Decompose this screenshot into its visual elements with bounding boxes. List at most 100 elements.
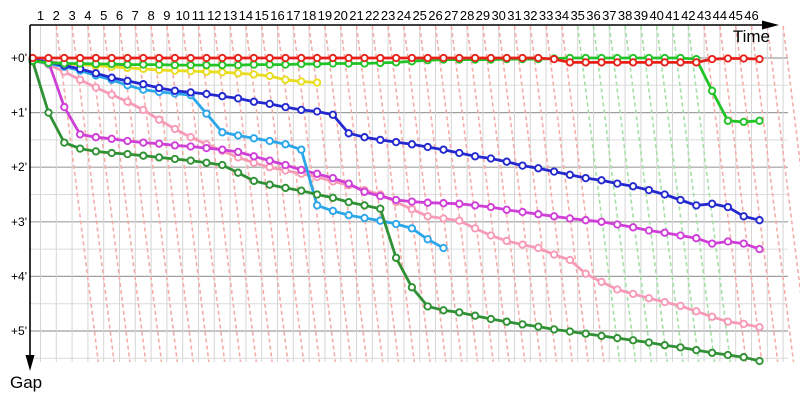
leader-lap-line-green [608, 25, 653, 363]
series-marker-magenta [470, 201, 480, 210]
series-marker-magenta [613, 220, 622, 229]
series-marker-blue [707, 199, 717, 208]
series-marker-red [218, 53, 227, 63]
x-tick-label: 19 [318, 8, 332, 23]
series-marker-magenta [123, 136, 132, 146]
series-marker-cyan [202, 109, 211, 118]
series-marker-blue [486, 154, 496, 163]
series-marker-red [470, 53, 480, 63]
x-tick-label: 13 [223, 8, 237, 23]
series-marker-green [123, 60, 132, 69]
series-marker-magenta [233, 147, 243, 157]
series-marker-green [755, 116, 764, 125]
leader-lap-line-pink [434, 25, 479, 363]
series-marker-dark-green [565, 327, 575, 336]
x-tick-label: 5 [100, 8, 107, 23]
leader-lap-line-pink [719, 25, 763, 363]
series-marker-blue [549, 167, 559, 176]
series-marker-magenta [549, 212, 559, 221]
series-marker-dark-green [139, 151, 148, 160]
series-marker-blue [455, 148, 464, 158]
series-marker-red [391, 53, 401, 63]
x-tick-label: 38 [618, 8, 632, 23]
series-marker-red [502, 53, 511, 63]
series-marker-cyan [360, 213, 369, 223]
series-marker-red [281, 53, 290, 63]
x-tick-label: 26 [428, 8, 442, 23]
series-marker-dark-green [344, 197, 353, 207]
leader-lap-line-pink [734, 25, 779, 363]
series-marker-blue [218, 92, 227, 101]
x-tick-label: 4 [84, 8, 91, 23]
series-marker-yellow [297, 77, 306, 86]
leader-lap-line-green [687, 25, 732, 363]
series-marker-magenta [170, 141, 180, 150]
series-marker-pink [486, 231, 496, 240]
series-marker-red [123, 53, 132, 63]
series-marker-pink [597, 277, 606, 287]
series-marker-pink [439, 214, 448, 223]
leader-lap-line-pink [482, 25, 526, 363]
series-marker-magenta [249, 152, 259, 161]
x-tick-label: 30 [491, 8, 505, 23]
series-marker-magenta [739, 239, 748, 248]
series-marker-green [281, 60, 290, 69]
x-tick-label: 8 [147, 8, 154, 23]
x-tick-label: 44 [713, 8, 727, 23]
series-marker-red [249, 53, 259, 63]
x-tick-label: 24 [397, 8, 411, 23]
leader-lap-line-green [576, 25, 621, 363]
series-marker-red [265, 53, 274, 63]
series-marker-magenta [91, 133, 101, 142]
x-tick-label: 27 [444, 8, 458, 23]
series-marker-red [202, 53, 211, 63]
x-tick-label: 23 [381, 8, 395, 23]
leader-lap-line-pink [150, 25, 194, 363]
y-axis-title: Gap [10, 373, 43, 392]
series-marker-red [44, 53, 53, 63]
x-tick-label: 18 [302, 8, 316, 23]
series-marker-red [565, 58, 575, 67]
series-marker-dark-green [91, 147, 101, 156]
series-marker-magenta [597, 217, 606, 226]
series-marker-blue [407, 140, 417, 149]
series-marker-pink [739, 319, 748, 329]
leader-lap-line-pink [545, 25, 589, 363]
series-marker-dark-green [707, 348, 717, 357]
series-marker-blue [628, 182, 638, 191]
series-marker-green [139, 60, 148, 69]
series-marker-blue [644, 185, 654, 195]
series-marker-pink [707, 312, 717, 321]
series-marker-green [265, 60, 274, 69]
series-marker-dark-green [581, 329, 590, 338]
series-marker-magenta [344, 179, 353, 188]
series-marker-cyan [328, 206, 338, 216]
series-marker-yellow [202, 67, 211, 76]
series-marker-cyan [218, 128, 227, 137]
series-marker-blue [423, 142, 432, 152]
series-marker-cyan [312, 201, 322, 210]
series-marker-magenta [423, 198, 432, 207]
series-marker-yellow [233, 69, 243, 78]
leader-lap-line-green [655, 25, 700, 363]
series-marker-pink [628, 289, 638, 299]
x-tick-label: 6 [116, 8, 123, 23]
series-marker-magenta [202, 143, 211, 153]
x-tick-label: 20 [333, 8, 347, 23]
series-marker-dark-green [170, 154, 180, 164]
series-marker-blue [692, 201, 701, 210]
series-marker-magenta [534, 210, 543, 219]
series-marker-magenta [565, 214, 575, 223]
x-tick-label: 37 [602, 8, 616, 23]
series-marker-blue [233, 94, 243, 103]
series-marker-pink [265, 163, 274, 172]
series-marker-magenta [360, 187, 369, 196]
series-marker-red [486, 53, 496, 63]
series-marker-magenta [75, 130, 85, 139]
series-marker-cyan [281, 140, 290, 149]
series-marker-dark-green [692, 345, 701, 355]
series-marker-red [660, 58, 669, 67]
series-marker-dark-green [312, 190, 322, 199]
